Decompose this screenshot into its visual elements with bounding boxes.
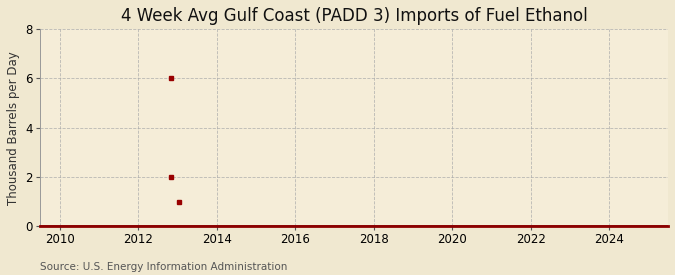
- Y-axis label: Thousand Barrels per Day: Thousand Barrels per Day: [7, 51, 20, 205]
- Title: 4 Week Avg Gulf Coast (PADD 3) Imports of Fuel Ethanol: 4 Week Avg Gulf Coast (PADD 3) Imports o…: [121, 7, 587, 25]
- Text: Source: U.S. Energy Information Administration: Source: U.S. Energy Information Administ…: [40, 262, 288, 272]
